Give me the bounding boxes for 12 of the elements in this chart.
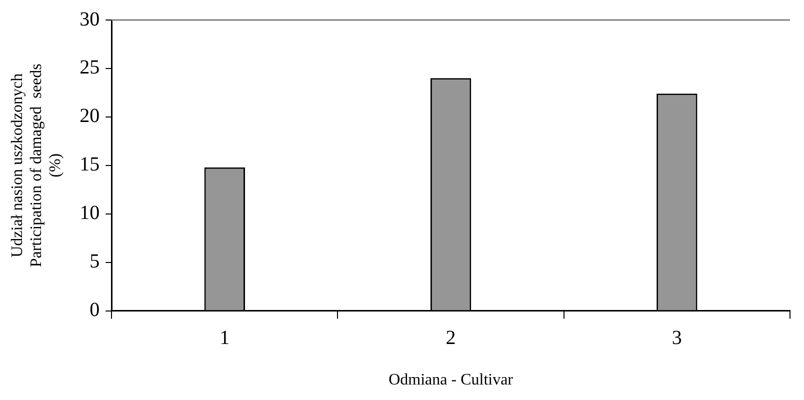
- y-tick-label: 25: [80, 56, 100, 79]
- y-tick-label: 30: [80, 8, 100, 30]
- x-axis-title: Odmiana - Cultivar: [388, 372, 514, 389]
- y-tick-label: 15: [80, 154, 100, 176]
- x-tick-label: 3: [672, 327, 682, 350]
- y-tick-label: 10: [80, 202, 100, 224]
- y-axis-title: Udział nasion uszkodzonych Participation of damaged seeds (%): [8, 64, 64, 268]
- y-tick-label: 5: [90, 250, 100, 273]
- y-tick-label: 20: [80, 105, 100, 128]
- y-tick-label: 0: [90, 299, 100, 322]
- x-tick-label: 1: [220, 327, 230, 350]
- x-tick-label: 2: [446, 327, 456, 350]
